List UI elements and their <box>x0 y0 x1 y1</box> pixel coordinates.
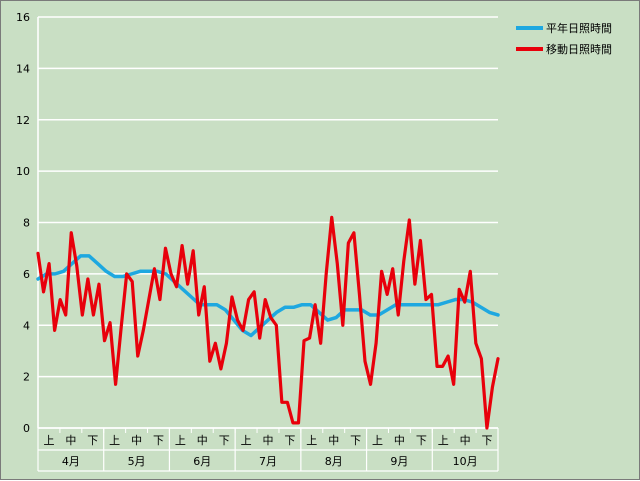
month-label: 10月 <box>453 455 478 468</box>
y-tick-label: 12 <box>16 114 30 127</box>
y-tick-label: 2 <box>23 371 30 384</box>
period-label: 上 <box>241 434 252 447</box>
period-label: 上 <box>372 434 383 447</box>
y-tick-label: 8 <box>23 217 30 230</box>
series-line-1 <box>36 254 500 338</box>
period-label: 下 <box>350 434 361 447</box>
legend-label-1: 平年日照時間 <box>546 21 612 35</box>
period-label: 上 <box>306 434 317 447</box>
period-label: 中 <box>65 434 76 447</box>
month-label: 4月 <box>62 455 80 468</box>
period-label: 下 <box>219 434 230 447</box>
period-label: 中 <box>263 434 274 447</box>
period-label: 中 <box>394 434 405 447</box>
y-tick-label: 4 <box>23 319 30 332</box>
period-label: 下 <box>416 434 427 447</box>
period-label: 下 <box>284 434 295 447</box>
period-label: 下 <box>153 434 164 447</box>
period-label: 上 <box>438 434 449 447</box>
period-label: 上 <box>43 434 54 447</box>
month-label: 7月 <box>259 455 277 468</box>
legend-label-2: 移動日照時間 <box>546 42 612 56</box>
period-label: 中 <box>197 434 208 447</box>
period-label: 上 <box>109 434 120 447</box>
period-label: 中 <box>328 434 339 447</box>
month-label: 9月 <box>390 455 408 468</box>
month-label: 5月 <box>128 455 146 468</box>
y-tick-label: 10 <box>16 165 30 178</box>
y-tick-label: 14 <box>16 62 30 75</box>
y-tick-label: 6 <box>23 268 30 281</box>
period-label: 下 <box>87 434 98 447</box>
series-line-2 <box>36 215 500 430</box>
y-tick-label: 0 <box>23 422 30 435</box>
period-label: 下 <box>482 434 493 447</box>
month-label: 6月 <box>193 455 211 468</box>
period-label: 中 <box>460 434 471 447</box>
y-tick-label: 16 <box>16 11 30 24</box>
month-label: 8月 <box>325 455 343 468</box>
period-label: 中 <box>131 434 142 447</box>
period-label: 上 <box>175 434 186 447</box>
